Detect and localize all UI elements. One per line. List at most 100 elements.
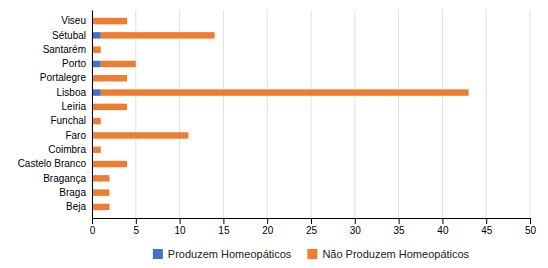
tick-label: 5 <box>134 225 140 236</box>
tick-mark <box>530 218 531 224</box>
legend-item: Produzem Homeopáticos <box>153 248 292 260</box>
tick-label: 45 <box>481 225 493 236</box>
bar <box>92 147 101 153</box>
tick-mark <box>180 218 181 224</box>
tick: Braga <box>59 187 92 198</box>
tick: Leiria <box>62 101 92 112</box>
chart-container: 0 5 10 15 20 25 30 35 40 45 50 Beja Braga Bragança Cas… <box>0 0 548 268</box>
bar <box>92 89 101 95</box>
tick-mark <box>399 218 400 224</box>
grid-line <box>135 10 136 218</box>
tick-label: 30 <box>350 225 362 236</box>
bar <box>101 89 469 95</box>
tick-mark <box>92 218 93 224</box>
legend-item: Não Produzem Homeopáticos <box>307 248 469 260</box>
tick: 35 <box>394 218 406 236</box>
chart: 0 5 10 15 20 25 30 35 40 45 50 Beja Braga Bragança Cas… <box>0 0 548 268</box>
bar <box>92 104 127 110</box>
tick: Faro <box>65 130 92 141</box>
grid-line <box>530 10 531 218</box>
bar <box>92 46 101 52</box>
tick: Lisboa <box>57 87 92 98</box>
bar <box>92 32 101 38</box>
tick: 40 <box>437 218 449 236</box>
tick-label: 0 <box>90 225 96 236</box>
tick-label: Leiria <box>62 101 87 112</box>
bar <box>92 61 101 67</box>
tick-label: Lisboa <box>57 87 87 98</box>
tick-label: 15 <box>218 225 230 236</box>
grid-line <box>398 10 399 218</box>
tick-mark <box>486 218 487 224</box>
grid-line <box>223 10 224 218</box>
tick-mark <box>267 218 268 224</box>
tick-label: Funchal <box>50 115 86 126</box>
tick: Portalegre <box>40 72 92 83</box>
tick-mark <box>223 218 224 224</box>
tick-mark <box>136 218 137 224</box>
grid-line <box>354 10 355 218</box>
tick-label: 50 <box>525 225 537 236</box>
tick: Bragança <box>43 173 92 184</box>
tick: Sétubal <box>52 30 92 41</box>
tick-label: 10 <box>175 225 187 236</box>
axis-line <box>92 11 93 219</box>
tick-label: Viseu <box>61 15 86 26</box>
tick-label: 20 <box>262 225 274 236</box>
bar <box>92 75 127 81</box>
tick-label: Coimbra <box>48 144 86 155</box>
legend-swatch <box>153 249 163 259</box>
tick: 10 <box>175 218 187 236</box>
bar <box>92 161 127 167</box>
bar <box>92 18 127 24</box>
tick: 45 <box>481 218 493 236</box>
grid <box>92 10 530 218</box>
bar <box>101 32 215 38</box>
grid-line <box>486 10 487 218</box>
tick: 5 <box>134 218 140 236</box>
tick-label: Portalegre <box>40 72 87 83</box>
tick-label: Santarém <box>43 44 86 55</box>
axis-line <box>93 219 531 225</box>
tick-label: Porto <box>62 58 86 69</box>
tick-label: Bragança <box>43 173 86 184</box>
bar <box>92 175 110 181</box>
bar <box>92 132 188 138</box>
category-axis: Beja Braga Bragança Castelo Branco Coimbra Fa… <box>18 11 93 219</box>
legend-label: Não Produzem Homeopáticos <box>322 248 469 260</box>
legend-label: Produzem Homeopáticos <box>168 248 292 260</box>
tick-label: Castelo Branco <box>18 158 87 169</box>
tick: Beja <box>66 201 92 212</box>
tick: 0 <box>90 218 96 236</box>
bar <box>92 204 110 210</box>
tick-mark <box>355 218 356 224</box>
grid-line <box>92 10 93 218</box>
value-axis: 0 5 10 15 20 25 30 35 40 45 50 <box>90 218 537 236</box>
tick: Funchal <box>50 115 92 126</box>
legend: Produzem Homeopáticos Não Produzem Homeop… <box>153 248 470 260</box>
tick: 20 <box>262 218 274 236</box>
tick: Castelo Branco <box>18 158 92 169</box>
tick-label: 25 <box>306 225 318 236</box>
tick-label: 35 <box>394 225 406 236</box>
bar-series <box>92 18 469 210</box>
tick-label: Beja <box>66 201 86 212</box>
tick-label: Braga <box>59 187 86 198</box>
grid-line <box>267 10 268 218</box>
bar <box>101 61 136 67</box>
tick-label: Sétubal <box>52 30 86 41</box>
tick: 25 <box>306 218 318 236</box>
tick: 15 <box>218 218 230 236</box>
legend-swatch <box>307 249 317 259</box>
tick-label: 40 <box>437 225 449 236</box>
tick-mark <box>311 218 312 224</box>
bar <box>92 118 101 124</box>
tick: 50 <box>525 218 537 236</box>
tick: Porto <box>62 58 92 69</box>
tick: 30 <box>350 218 362 236</box>
bar-series <box>92 32 101 96</box>
tick-label: Faro <box>65 130 86 141</box>
bar <box>92 189 110 195</box>
tick-mark <box>442 218 443 224</box>
tick: Santarém <box>43 44 92 55</box>
